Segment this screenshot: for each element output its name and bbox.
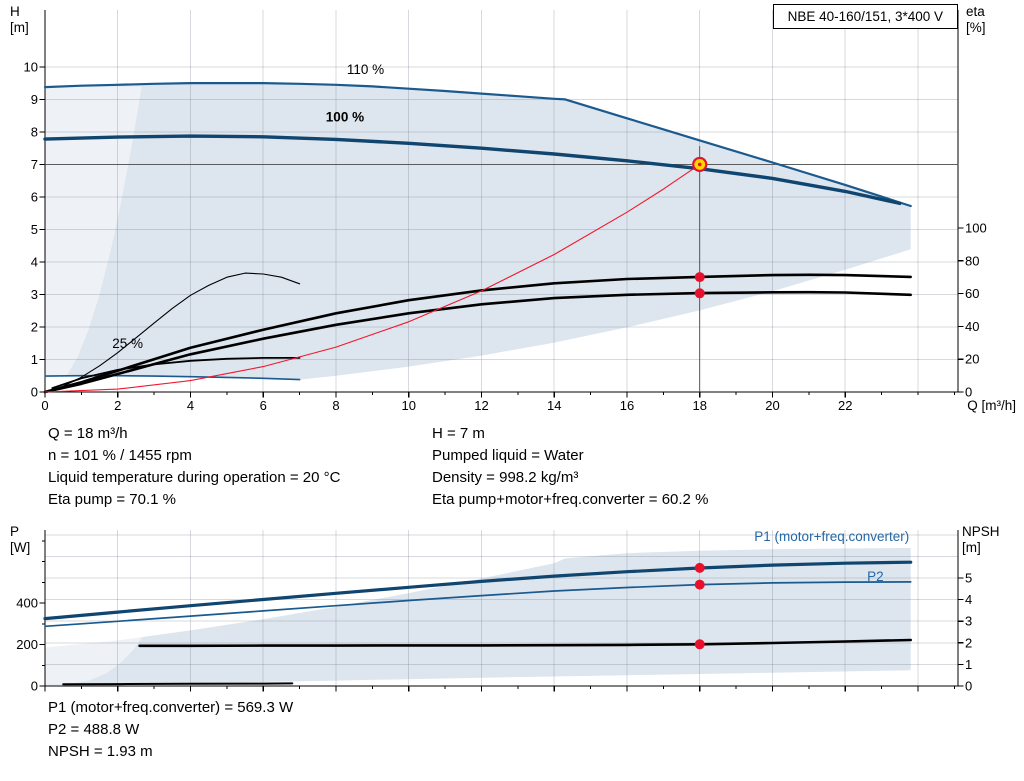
curve-label: 100 %: [326, 110, 364, 125]
y-tick-label-right: 0: [965, 385, 972, 400]
y-tick-label-left: 200: [16, 637, 38, 652]
hq-curve-chart-envelope: [45, 83, 911, 380]
p1-curve: [43, 560, 913, 621]
readout-liquid-temp: Liquid temperature during operation = 20…: [48, 469, 341, 486]
y-tick-label-right: 100: [965, 221, 987, 236]
axis-title-right: NPSH: [962, 524, 1000, 539]
x-tick-label: 0: [41, 398, 48, 413]
y-tick-label-left: 4: [31, 254, 38, 269]
readout-p1: P1 (motor+freq.converter) = 569.3 W: [48, 699, 294, 716]
y-tick-label-left: 8: [31, 124, 38, 139]
npsh-25-curve: [62, 682, 294, 686]
speed-25-curve: [44, 374, 301, 381]
duty-readout-left: Q = 18 m³/h n = 101 % / 1455 rpm Liquid …: [48, 423, 340, 511]
x-tick-label: 12: [474, 398, 488, 413]
eta-pump-curve: [43, 273, 913, 394]
p2-curve: [44, 581, 912, 628]
y-tick-label-right: 4: [965, 592, 972, 607]
y-tick-label-left: 1: [31, 352, 38, 367]
y-tick-label-right: 0: [965, 679, 972, 694]
x-tick-label: 2: [114, 398, 121, 413]
axis-title-left: [W]: [10, 540, 30, 555]
y-tick-label-right: 60: [965, 286, 979, 301]
power-npsh-chart-wedge: [45, 636, 144, 685]
duty-dot-marker: [694, 288, 705, 299]
x-tick-label: 8: [332, 398, 339, 413]
x-tick-label: 6: [260, 398, 267, 413]
npsh-curve: [138, 638, 913, 648]
y-tick-label-right: 80: [965, 253, 979, 268]
power-npsh-chart-envelope: [45, 548, 911, 686]
y-tick-label-left: 3: [31, 287, 38, 302]
readout-eta-pump: Eta pump = 70.1 %: [48, 491, 176, 508]
axis-title-left: P: [10, 524, 19, 539]
duty-dot-marker: [694, 579, 705, 590]
duty-readout-right: H = 7 m Pumped liquid = Water Density = …: [432, 423, 708, 511]
y-tick-label-left: 0: [31, 679, 38, 694]
y-tick-label-left: 5: [31, 222, 38, 237]
power-readout: P1 (motor+freq.converter) = 569.3 W P2 =…: [48, 697, 293, 763]
axis-title-right: [m]: [962, 540, 981, 555]
y-tick-label-right: 20: [965, 352, 979, 367]
curve-label: P2: [867, 569, 884, 584]
y-tick-label-right: 3: [965, 614, 972, 629]
y-tick-label-right: 5: [965, 570, 972, 585]
hq-curve-chart: 0 2 4 6 8 10 12 14 16 18 20 22012345678910020406080…: [10, 4, 1016, 413]
speed-110-curve: [43, 81, 912, 208]
x-tick-label: 4: [187, 398, 194, 413]
eta-partload-curve: [44, 272, 301, 393]
eta-total-curve: [43, 290, 913, 394]
y-tick-label-right: 2: [965, 635, 972, 650]
readout-speed: n = 101 % / 1455 rpm: [48, 447, 192, 464]
readout-npsh: NPSH = 1.93 m: [48, 743, 153, 760]
y-tick-label-left: 0: [31, 385, 38, 400]
x-axis-title: Q [m³/h]: [967, 398, 1016, 413]
readout-flow: Q = 18 m³/h: [48, 425, 128, 442]
speed-100-curve: [43, 134, 902, 206]
readout-pumped-liquid: Pumped liquid = Water: [432, 447, 584, 464]
readout-eta-total: Eta pump+motor+freq.converter = 60.2 %: [432, 491, 709, 508]
curve-label: 25 %: [112, 336, 143, 351]
axis-title-left: H: [10, 4, 20, 19]
y-tick-label-left: 10: [24, 59, 38, 74]
hq-curve-chart-wedge: [45, 86, 142, 380]
axis-title-right: [%]: [966, 20, 986, 35]
readout-p2: P2 = 488.8 W: [48, 721, 140, 738]
y-tick-label-left: 400: [16, 596, 38, 611]
x-tick-label: 14: [547, 398, 561, 413]
x-tick-label: 22: [838, 398, 852, 413]
duty-dot-marker: [694, 272, 705, 283]
y-tick-label-left: 6: [31, 189, 38, 204]
power-npsh-chart: 0 200 400 0 1 2 3 4 5 P[W] NPSH[m] P1 (motor+freq.c…: [10, 524, 1000, 694]
y-tick-label-right: 1: [965, 657, 972, 672]
x-tick-label: 20: [765, 398, 779, 413]
readout-head: H = 7 m: [432, 425, 485, 442]
y-tick-label-left: 9: [31, 92, 38, 107]
y-tick-label-left: 2: [31, 319, 38, 334]
control-curve: [44, 163, 701, 393]
curve-label: P1 (motor+freq.converter): [754, 529, 909, 544]
y-tick-label-left: 7: [31, 157, 38, 172]
pump-title-box: NBE 40-160/151, 3*400 V: [772, 4, 958, 29]
duty-dot-marker: [694, 639, 705, 650]
readout-density: Density = 998.2 kg/m³: [432, 469, 579, 486]
axis-title-right: eta: [966, 4, 985, 19]
curve-label: 110 %: [347, 62, 384, 77]
curve-25-aux: [51, 356, 301, 390]
x-tick-label: 10: [402, 398, 416, 413]
x-tick-label: 16: [620, 398, 634, 413]
axis-title-left: [m]: [10, 20, 29, 35]
duty-dot-marker: [694, 562, 705, 573]
x-tick-label: 18: [693, 398, 707, 413]
y-tick-label-right: 40: [965, 319, 979, 334]
duty-point-center: [697, 162, 702, 167]
